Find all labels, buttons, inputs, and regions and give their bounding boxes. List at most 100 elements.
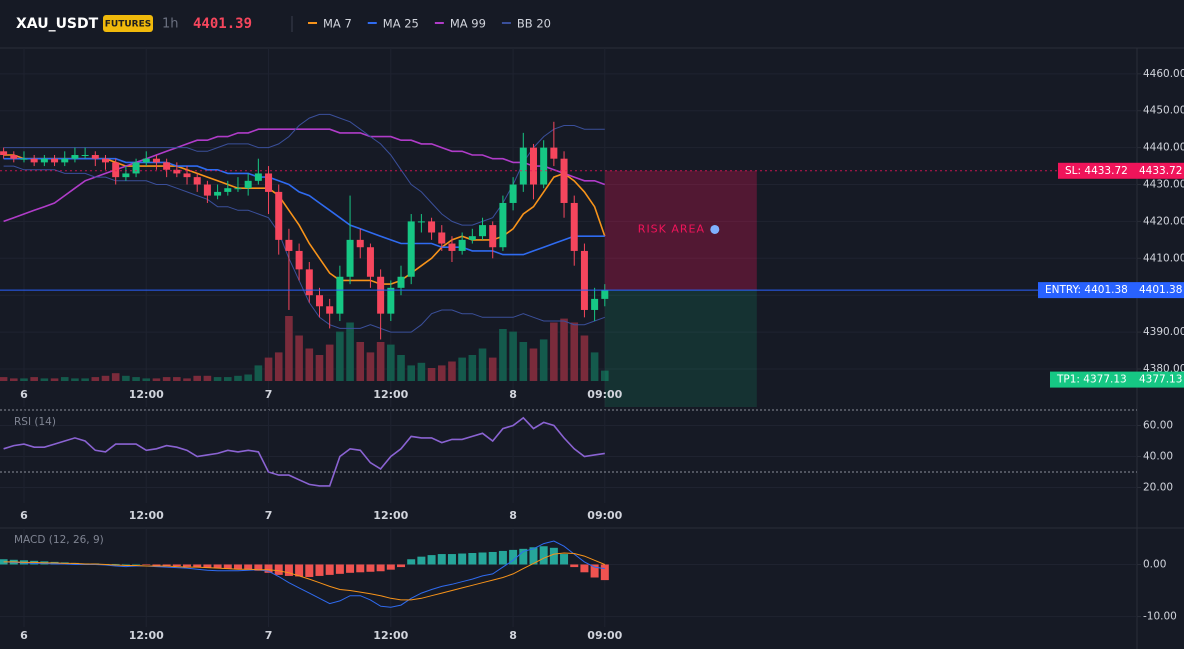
histogram-bar: [132, 563, 141, 565]
histogram-bar: [386, 564, 395, 570]
histogram-bar: [549, 547, 558, 565]
volume-bar: [9, 378, 18, 381]
candle-body: [224, 188, 232, 192]
risk-zone: [604, 170, 757, 291]
reward-zone: [604, 290, 757, 407]
sl-tag: [1058, 162, 1184, 179]
overlay: 4380.004390.004400.004410.004420.004430.…: [14, 17, 1184, 642]
volume-bar: [295, 335, 303, 381]
candle-body: [142, 158, 150, 163]
histogram-bar: [335, 564, 344, 574]
volume-bar: [234, 375, 242, 381]
volume-bar: [519, 342, 528, 381]
y-tick-label: 4430.00: [1143, 179, 1184, 191]
volume-bar: [111, 373, 120, 381]
histogram-bar: [305, 564, 314, 577]
candle-body: [499, 202, 507, 248]
volume-bar: [315, 355, 324, 381]
volume-bar: [244, 374, 252, 381]
x-tick-label: 12:00: [373, 509, 408, 522]
volume-bar: [223, 377, 232, 381]
histogram-bar: [397, 564, 406, 568]
candle-body: [244, 180, 252, 189]
entry-axis-label: 4401.38: [1139, 284, 1182, 296]
entry-tag-label: ENTRY: 4401.38: [1045, 284, 1128, 296]
histogram-bar: [407, 559, 416, 565]
candle-body: [183, 173, 191, 178]
macd-panel: [0, 528, 1137, 627]
volume-bar: [417, 362, 426, 381]
tp-axis-label: 4377.13: [1139, 374, 1182, 386]
histogram-bar: [356, 564, 365, 573]
volume-bar: [122, 375, 130, 381]
volume-bar: [325, 344, 334, 381]
histogram-bar: [539, 546, 548, 565]
histogram-bar: [427, 555, 436, 565]
volume-bar: [437, 365, 446, 381]
histogram-bar: [244, 564, 253, 570]
symbol[interactable]: XAU_USDT: [16, 16, 99, 32]
x-tick-label: 6: [20, 509, 28, 522]
volume-bar: [285, 316, 293, 381]
candle-body: [265, 173, 273, 192]
histogram-bar: [111, 563, 120, 565]
histogram-bar: [346, 564, 355, 573]
indicator-line: [3, 128, 606, 223]
volume-bar: [488, 357, 497, 381]
volume-bar: [152, 378, 161, 381]
volume-bar: [499, 329, 507, 381]
volume-bar: [448, 361, 456, 381]
volume-bar: [336, 331, 344, 381]
volume-bar: [397, 355, 405, 381]
volume-bar: [193, 375, 202, 381]
histogram-bar: [183, 564, 192, 567]
histogram-bar: [223, 564, 232, 569]
candle-body: [346, 239, 354, 277]
histogram-bar: [264, 564, 273, 573]
histogram-bar: [284, 564, 293, 576]
price-panel: RISK AREA: [0, 48, 1137, 407]
histogram-bar: [498, 550, 507, 565]
x-tick-label: 8: [509, 509, 517, 522]
sl-tag-label: SL: 4433.72: [1065, 165, 1128, 177]
x-tick-label: 12:00: [129, 388, 164, 401]
candle-body: [509, 184, 517, 203]
candle-body: [336, 276, 344, 314]
candle-body: [91, 154, 99, 159]
y-tick-label: 4450.00: [1143, 105, 1184, 117]
y-tick-label: 4460.00: [1143, 68, 1184, 80]
macd-line: [3, 552, 605, 601]
histogram-bar: [509, 549, 518, 565]
volume-bar: [590, 352, 599, 381]
candle-body: [40, 158, 48, 163]
panel-title: RSI (14): [14, 416, 56, 428]
candle-body: [193, 177, 201, 185]
volume-bar: [529, 348, 538, 381]
volume-bar: [580, 335, 589, 381]
x-tick-label: 7: [265, 629, 273, 642]
histogram-bar: [600, 564, 609, 581]
volume-bar: [213, 377, 222, 381]
candle-body: [366, 247, 374, 277]
candle-body: [152, 158, 160, 163]
volume-bar: [132, 377, 140, 381]
volume-bar: [254, 365, 263, 381]
histogram-bar: [519, 548, 528, 565]
x-tick-label: 6: [20, 388, 28, 401]
volume-bar: [0, 377, 8, 381]
volume-bar: [60, 377, 69, 381]
volume-bar: [203, 375, 212, 381]
candle-body: [122, 173, 130, 178]
histogram-bar: [560, 554, 569, 565]
histogram-bar: [213, 564, 222, 569]
interval[interactable]: 1h: [162, 17, 179, 32]
volume-bar: [346, 322, 354, 381]
volume-bar: [478, 348, 487, 381]
indicator-line: [3, 113, 605, 226]
histogram-bar: [590, 564, 599, 578]
candle-body: [285, 239, 293, 251]
candle-body: [81, 154, 89, 156]
volume-bar: [570, 322, 579, 381]
risk-icon: [710, 224, 720, 234]
